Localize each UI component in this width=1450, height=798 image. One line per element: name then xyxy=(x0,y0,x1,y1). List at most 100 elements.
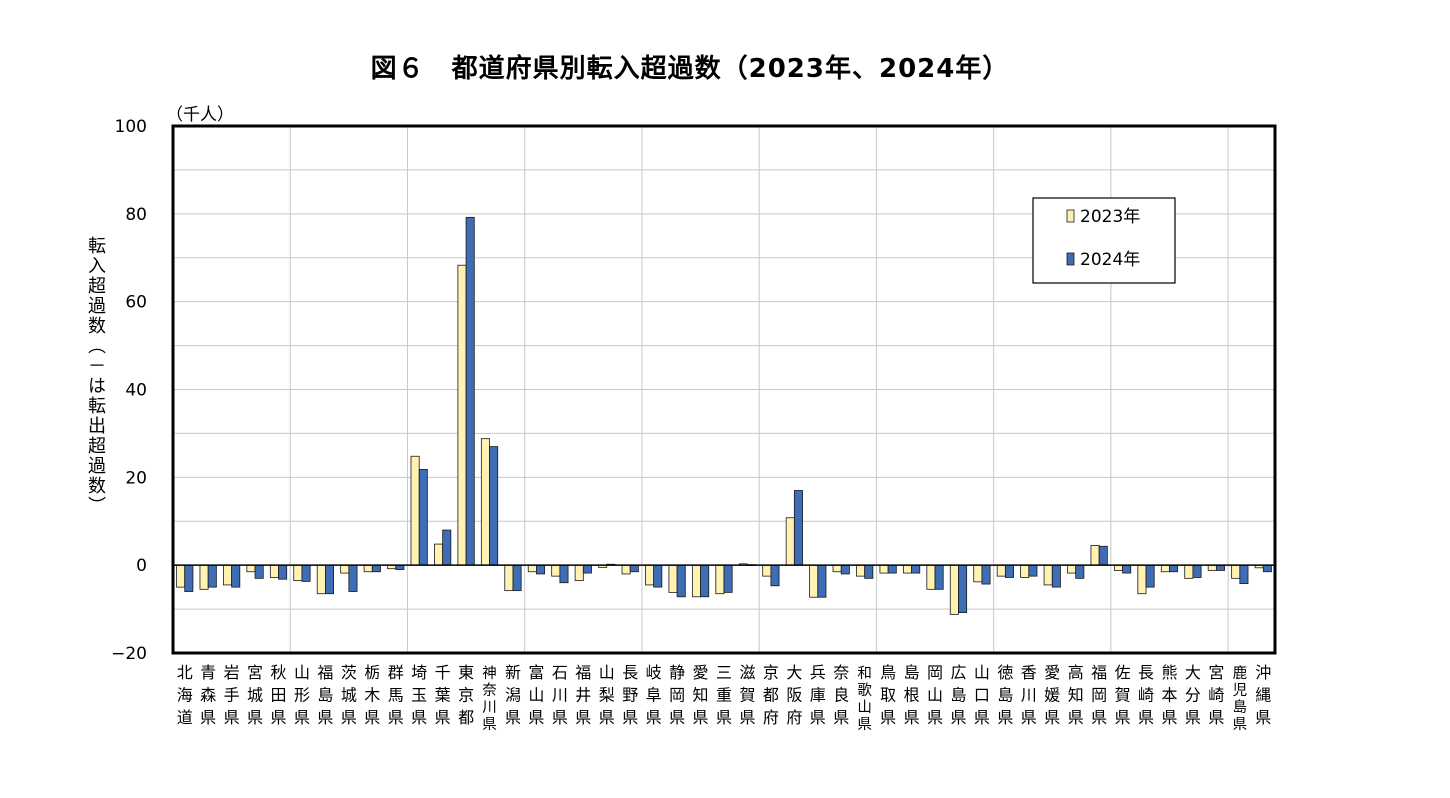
legend-box xyxy=(1032,197,1176,284)
y-tick-label: −20 xyxy=(111,644,147,664)
bar-2023 xyxy=(293,564,303,581)
bar-2023 xyxy=(621,564,631,575)
bar-2024 xyxy=(958,564,968,613)
x-tick-label: 京都府 xyxy=(763,663,779,727)
x-tick-label: 岡山県 xyxy=(927,663,943,727)
bar-2023 xyxy=(410,455,420,566)
plot-frame xyxy=(171,124,1277,655)
x-tick-label: 宮崎県 xyxy=(1208,663,1224,727)
bar-2024 xyxy=(325,564,335,595)
bar-2023 xyxy=(551,564,561,577)
unit-label: （千人） xyxy=(166,105,234,125)
y-tick-label: 0 xyxy=(136,556,147,576)
x-tick-label: 島根県 xyxy=(904,663,920,727)
x-tick-label: 福島県 xyxy=(317,663,333,727)
x-tick-label: 静岡県 xyxy=(669,663,685,727)
bars xyxy=(176,216,1272,615)
bar-2023 xyxy=(809,564,819,598)
bar-2024 xyxy=(981,564,991,585)
x-tick-label: 青森県 xyxy=(200,663,216,727)
legend: 2023年 2024年 xyxy=(1032,197,1176,284)
bar-2024 xyxy=(489,446,499,566)
bar-2023 xyxy=(996,564,1006,577)
bar-2023 xyxy=(457,264,467,566)
x-tick-label: 福井県 xyxy=(575,663,591,727)
bar-2024 xyxy=(348,564,358,592)
bar-2023 xyxy=(785,517,795,566)
bar-2024 xyxy=(817,564,827,598)
bar-2023 xyxy=(504,564,514,592)
x-tick-label: 香川県 xyxy=(1021,663,1037,727)
bar-2024 xyxy=(911,564,921,574)
x-tick-label: 滋賀県 xyxy=(739,663,755,727)
bar-2023 xyxy=(645,564,655,586)
x-tick-label: 大分県 xyxy=(1185,663,1201,727)
bar-2023 xyxy=(1231,564,1241,579)
bar-2023 xyxy=(902,564,912,574)
bar-2023 xyxy=(879,564,889,574)
x-tick-label: 高知県 xyxy=(1068,663,1084,727)
bar-2023 xyxy=(1020,564,1030,578)
bar-2023 xyxy=(856,564,866,577)
bar-2024 xyxy=(1051,564,1061,588)
bar-2024 xyxy=(536,564,546,575)
y-tick-label: 20 xyxy=(125,468,147,488)
x-tick-label: 新潟県 xyxy=(505,663,521,727)
bar-2023 xyxy=(926,564,936,590)
bar-2024 xyxy=(793,490,803,566)
x-tick-label: 埼玉県 xyxy=(411,663,427,727)
bar-2024 xyxy=(512,564,522,592)
bar-2023 xyxy=(1184,564,1194,579)
bar-2024 xyxy=(676,564,686,598)
bar-2023 xyxy=(715,564,725,595)
bar-2024 xyxy=(1075,564,1085,579)
bar-2023 xyxy=(574,564,584,581)
legend-label-2023: 2023年 xyxy=(1080,207,1140,227)
grid-lines xyxy=(173,126,1275,653)
bar-2023 xyxy=(527,564,537,573)
bar-2023 xyxy=(1067,564,1077,574)
x-tick-label: 福岡県 xyxy=(1091,663,1107,727)
bar-2024 xyxy=(1239,564,1249,585)
bar-2023 xyxy=(1160,564,1170,573)
bar-2024 xyxy=(629,564,639,573)
y-tick-label: 100 xyxy=(115,117,147,137)
bar-2023 xyxy=(363,564,373,573)
x-tick-label: 熊本県 xyxy=(1161,663,1177,727)
bar-2023 xyxy=(1207,564,1217,571)
legend-swatch-2023 xyxy=(1066,209,1075,223)
bar-2024 xyxy=(1192,564,1202,578)
x-tick-label: 広島県 xyxy=(950,663,966,727)
x-tick-label: 岩手県 xyxy=(224,663,240,727)
y-axis-title: 転入超過数（－は転出超過数） xyxy=(85,236,106,516)
y-ticks: 100 80 60 40 20 0 −20 xyxy=(111,117,147,664)
y-tick-label: 40 xyxy=(125,381,147,401)
x-tick-label: 鹿児島県 xyxy=(1233,665,1248,733)
bar-2024 xyxy=(582,564,592,574)
bar-2023 xyxy=(1043,564,1053,586)
bar-2023 xyxy=(223,564,233,586)
bar-2024 xyxy=(442,529,452,566)
x-tick-label: 宮城県 xyxy=(247,663,263,727)
bar-2023 xyxy=(1137,564,1147,595)
bar-2023 xyxy=(340,564,350,574)
bar-2023 xyxy=(762,564,772,577)
x-tick-label: 秋田県 xyxy=(271,663,287,727)
legend-swatch-2024 xyxy=(1066,252,1075,266)
x-tick-label: 兵庫県 xyxy=(810,663,826,727)
x-tick-label: 山形県 xyxy=(294,663,310,727)
bar-2024 xyxy=(231,564,241,588)
bar-2024 xyxy=(254,564,264,579)
bar-2024 xyxy=(1169,564,1179,573)
x-tick-label: 岐阜県 xyxy=(646,663,662,727)
bar-2024 xyxy=(770,564,780,587)
bar-2023 xyxy=(316,564,326,595)
bar-2024 xyxy=(418,469,428,566)
x-tick-label: 愛知県 xyxy=(693,663,709,727)
bar-2024 xyxy=(301,564,311,582)
x-tick-labels: 北海道青森県岩手県宮城県秋田県山形県福島県茨城県栃木県群馬県埼玉県千葉県東京都神… xyxy=(177,663,1272,733)
x-tick-label: 鳥取県 xyxy=(880,663,896,727)
x-tick-label: 群馬県 xyxy=(388,663,404,727)
x-tick-label: 富山県 xyxy=(528,663,544,727)
